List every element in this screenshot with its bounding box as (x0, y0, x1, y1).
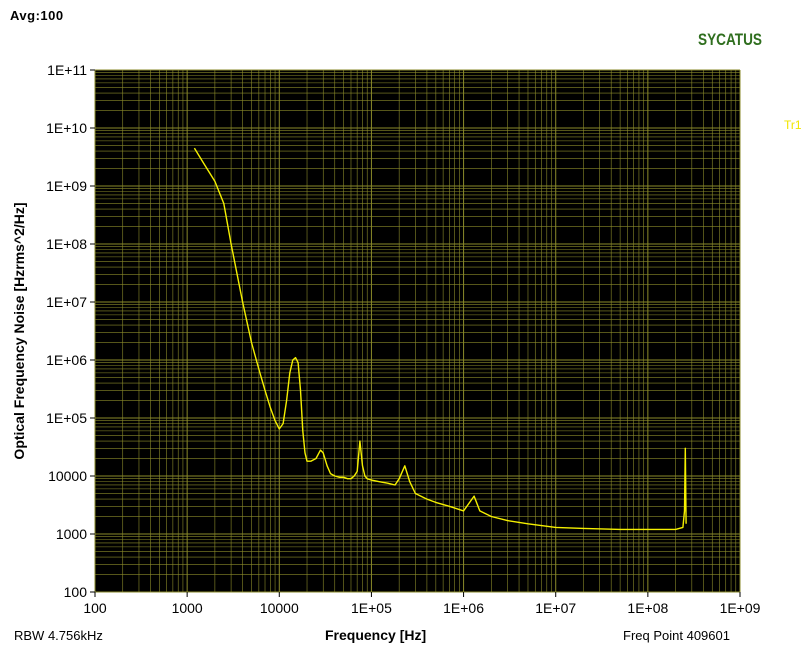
y-tick-label: 10000 (48, 468, 87, 484)
freq-point-label: Freq Point 409601 (623, 628, 730, 643)
brand-logo: SYCATUS (698, 30, 762, 49)
y-axis-ticks: 100 1000 10000 1E+05 1E+06 1E+07 1E+08 1E+09 1E+… (46, 62, 95, 600)
y-axis-label: Optical Frequency Noise [Hzrms^2/Hz] (11, 202, 27, 459)
x-tick-label: 1E+05 (351, 600, 392, 616)
y-tick-label: 1000 (56, 526, 87, 542)
rbw-label: RBW 4.756kHz (14, 628, 103, 643)
trace-legend-label: Tr1 (784, 118, 802, 132)
y-tick-label: 1E+09 (46, 178, 87, 194)
y-tick-label: 1E+07 (46, 294, 87, 310)
x-axis-label: Frequency [Hz] (325, 627, 427, 643)
grid (94, 69, 741, 593)
x-tick-label: 1E+08 (627, 600, 668, 616)
x-tick-label: 1000 (172, 600, 203, 616)
average-count-label: Avg:100 (10, 8, 64, 23)
plot-area (95, 70, 740, 592)
x-tick-label: 100 (83, 600, 107, 616)
x-axis-ticks: 100 1000 10000 1E+05 1E+06 1E+07 1E+08 1E+09 (83, 592, 761, 616)
y-tick-label: 1E+10 (46, 120, 87, 136)
series-line-tr1 (193, 147, 687, 531)
y-tick-label: 1E+08 (46, 236, 87, 252)
y-tick-label: 1E+11 (47, 62, 87, 78)
x-tick-label: 10000 (260, 600, 299, 616)
x-tick-label: 1E+06 (443, 600, 484, 616)
y-tick-label: 1E+06 (46, 352, 87, 368)
y-tick-label: 1E+05 (46, 410, 87, 426)
y-tick-label: 100 (64, 584, 88, 600)
x-tick-label: 1E+09 (720, 600, 761, 616)
x-tick-label: 1E+07 (535, 600, 576, 616)
